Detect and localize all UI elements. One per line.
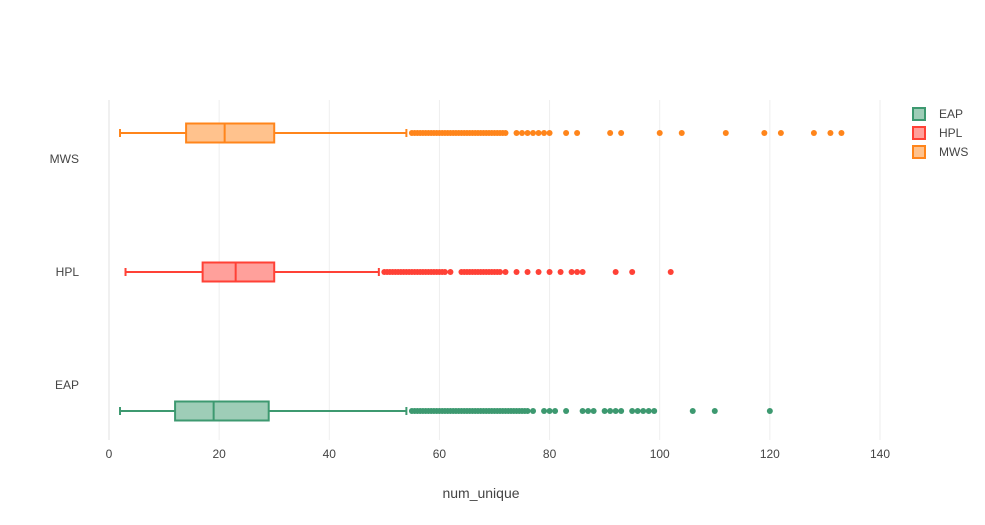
iqr-box xyxy=(174,400,270,422)
box-mws xyxy=(119,122,845,144)
legend-swatch xyxy=(912,107,926,121)
legend-label: EAP xyxy=(939,107,963,121)
y-tick-label: MWS xyxy=(50,152,79,166)
outlier-point xyxy=(513,269,520,275)
y-axis-ticks: MWS HPL EAP xyxy=(50,152,80,392)
iqr-box xyxy=(185,122,276,144)
x-tick-label: 80 xyxy=(543,447,557,461)
outlier-point xyxy=(722,130,729,136)
outlier-point xyxy=(827,130,834,136)
outlier-point xyxy=(640,408,647,414)
box-eap xyxy=(119,400,773,422)
x-tick-label: 60 xyxy=(433,447,447,461)
legend-swatch xyxy=(912,126,926,140)
y-tick-label: HPL xyxy=(56,265,80,279)
x-tick-label: 0 xyxy=(106,447,113,461)
legend[interactable]: EAP HPL MWS xyxy=(912,107,968,159)
outlier-point xyxy=(441,269,448,275)
outlier-point xyxy=(711,408,718,414)
outlier-point xyxy=(634,408,641,414)
outlier-point xyxy=(618,130,625,136)
outlier-point xyxy=(777,130,784,136)
outlier-point xyxy=(601,408,608,414)
outlier-point xyxy=(568,269,575,275)
legend-label: HPL xyxy=(939,126,963,140)
outlier-point xyxy=(530,408,537,414)
outlier-point xyxy=(502,269,509,275)
outlier-point xyxy=(574,269,581,275)
x-axis-ticks: 0 20 40 60 80 100 120 140 xyxy=(106,447,891,461)
x-tick-label: 120 xyxy=(760,447,780,461)
outlier-point xyxy=(546,130,553,136)
y-tick-label: EAP xyxy=(55,378,79,392)
legend-swatch xyxy=(912,145,926,159)
outlier-point xyxy=(629,408,636,414)
outlier-point xyxy=(447,269,454,275)
outlier-point xyxy=(519,130,526,136)
iqr-box xyxy=(201,261,276,283)
outlier-point xyxy=(546,408,553,414)
outlier-point xyxy=(810,130,817,136)
box-hpl xyxy=(124,261,674,283)
outlier-point xyxy=(524,269,531,275)
outlier-point xyxy=(651,408,658,414)
outlier-point xyxy=(563,130,570,136)
outlier-point xyxy=(678,130,685,136)
outlier-point xyxy=(579,408,586,414)
legend-item-mws[interactable]: MWS xyxy=(912,145,968,159)
outlier-point xyxy=(607,130,614,136)
outlier-point xyxy=(497,269,504,275)
x-tick-label: 40 xyxy=(323,447,337,461)
outlier-point xyxy=(689,408,696,414)
outlier-point xyxy=(546,269,553,275)
outlier-point xyxy=(502,130,509,136)
x-tick-label: 20 xyxy=(212,447,226,461)
outlier-point xyxy=(513,130,520,136)
outlier-point xyxy=(645,408,652,414)
outlier-point xyxy=(524,408,531,414)
outlier-point xyxy=(590,408,597,414)
outlier-point xyxy=(607,408,614,414)
outlier-point xyxy=(667,269,674,275)
outlier-point xyxy=(579,269,586,275)
x-tick-label: 100 xyxy=(650,447,670,461)
outlier-point xyxy=(535,130,542,136)
outlier-point xyxy=(656,130,663,136)
outlier-point xyxy=(541,408,548,414)
outlier-point xyxy=(766,408,773,414)
x-axis-title: num_unique xyxy=(442,485,519,501)
outlier-point xyxy=(574,130,581,136)
outlier-point xyxy=(629,269,636,275)
outlier-point xyxy=(612,408,619,414)
outlier-point xyxy=(541,130,548,136)
outlier-point xyxy=(761,130,768,136)
x-tick-label: 140 xyxy=(870,447,890,461)
outlier-point xyxy=(552,408,559,414)
outlier-point xyxy=(838,130,845,136)
outlier-point xyxy=(618,408,625,414)
outlier-point xyxy=(535,269,542,275)
outlier-point xyxy=(557,269,564,275)
legend-item-eap[interactable]: EAP xyxy=(912,107,963,121)
outlier-point xyxy=(585,408,592,414)
outlier-point xyxy=(563,408,570,414)
legend-item-hpl[interactable]: HPL xyxy=(912,126,963,140)
outlier-point xyxy=(612,269,619,275)
outlier-point xyxy=(530,130,537,136)
legend-label: MWS xyxy=(939,145,968,159)
box-series xyxy=(119,122,845,422)
outlier-point xyxy=(524,130,531,136)
